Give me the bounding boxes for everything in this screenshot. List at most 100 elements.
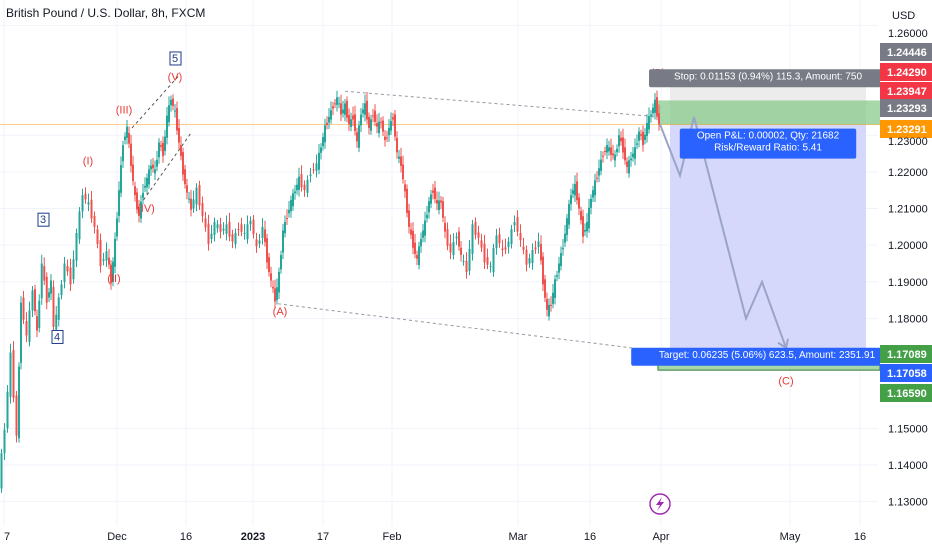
candle-body xyxy=(284,221,286,234)
price-tag xyxy=(880,99,932,117)
candle-body xyxy=(320,147,322,153)
candle-body xyxy=(280,255,282,270)
candle-body xyxy=(489,265,492,267)
candle-body xyxy=(350,119,352,127)
candle-body xyxy=(525,249,528,265)
candle-body xyxy=(116,218,118,237)
candle-body xyxy=(610,147,612,155)
candle-body xyxy=(324,125,326,143)
y-tick-label: 1.19000 xyxy=(888,277,928,289)
price-tag-text: 1.23293 xyxy=(887,103,927,115)
candle-body xyxy=(252,219,255,235)
y-tick-label: 1.23000 xyxy=(888,136,928,148)
candle-body xyxy=(87,202,90,205)
candle-body xyxy=(542,256,544,285)
candle-body xyxy=(288,209,290,214)
candle-body xyxy=(580,211,582,221)
candle-body xyxy=(400,156,402,166)
candle-body xyxy=(75,232,78,261)
candle-body xyxy=(322,137,324,147)
candle-body xyxy=(519,233,522,241)
candle-body xyxy=(588,207,590,229)
candle-body xyxy=(18,366,20,439)
x-tick-label: Feb xyxy=(383,531,402,543)
candle-body xyxy=(146,177,148,188)
candle-body xyxy=(192,199,195,209)
candle-body xyxy=(516,216,519,232)
candle-body xyxy=(184,169,186,185)
y-tick-label: 1.15000 xyxy=(888,423,928,435)
price-tag xyxy=(880,364,932,382)
candle-body xyxy=(540,244,542,261)
candle-body xyxy=(144,186,146,188)
candle-body xyxy=(34,289,36,312)
chart-title: British Pound / U.S. Dollar, 8h, FXCM xyxy=(6,6,206,20)
candle-body xyxy=(572,190,574,194)
candle-body xyxy=(534,247,537,250)
candle-body xyxy=(654,99,656,113)
candle-body xyxy=(404,184,406,192)
candle-body xyxy=(368,116,370,128)
candle-body xyxy=(105,251,108,261)
candle-body xyxy=(548,304,550,317)
candle-body xyxy=(418,246,420,265)
x-tick-label: 17 xyxy=(317,531,329,543)
profit-zone xyxy=(670,124,866,353)
wave-box xyxy=(51,329,64,344)
candle-body xyxy=(278,271,280,293)
candle-body xyxy=(15,395,18,436)
candle-body xyxy=(364,103,366,115)
candle-body xyxy=(634,147,636,159)
lightning-icon[interactable] xyxy=(649,493,671,515)
x-tick-label: 16 xyxy=(854,531,866,543)
candle-body xyxy=(286,218,288,220)
candle-body xyxy=(338,103,340,105)
candle-body xyxy=(495,235,498,249)
candle-body xyxy=(552,292,554,304)
channel-lower-line xyxy=(277,303,661,352)
candle-body xyxy=(562,247,564,250)
candle-body xyxy=(99,240,102,267)
candle-body xyxy=(566,218,568,235)
pnl-label-text: Open P&L: 0.00002, Qty: 21682 xyxy=(697,131,840,142)
candle-body xyxy=(156,159,158,167)
stop-band xyxy=(658,100,880,125)
candle-body xyxy=(382,120,384,132)
candle-body xyxy=(240,224,243,232)
candle-body xyxy=(255,239,258,247)
candle-body xyxy=(190,198,192,210)
candle-body xyxy=(174,110,176,112)
candle-body xyxy=(216,224,219,229)
candle-body xyxy=(406,188,408,213)
candle-body xyxy=(270,273,272,281)
candle-body xyxy=(201,203,204,216)
candle-body xyxy=(84,193,87,200)
candle-body xyxy=(356,132,358,142)
candle-body xyxy=(354,114,356,132)
y-tick-label: 1.18000 xyxy=(888,313,928,325)
wave-label: (A) xyxy=(273,306,288,318)
candle-body xyxy=(326,122,328,125)
candle-body xyxy=(376,123,378,127)
candle-body xyxy=(162,142,164,157)
candle-body xyxy=(630,158,632,161)
candle-body xyxy=(360,114,362,126)
price-tag-text: 1.24290 xyxy=(887,67,927,79)
candle-body xyxy=(446,229,449,246)
x-tick-label: Mar xyxy=(509,531,528,543)
candle-body xyxy=(102,259,105,261)
candle-body xyxy=(434,187,436,199)
wave-label: (C) xyxy=(778,375,793,387)
candle-body xyxy=(646,122,648,136)
candle-body xyxy=(312,169,315,171)
candle-body xyxy=(237,229,240,231)
candle-body xyxy=(228,221,231,237)
candle-body xyxy=(428,201,430,213)
candle-body xyxy=(108,257,110,265)
candle-body xyxy=(63,263,66,282)
candle-body xyxy=(246,224,249,240)
candle-body xyxy=(178,127,180,143)
candle-body xyxy=(602,155,604,157)
candle-body xyxy=(638,131,640,141)
